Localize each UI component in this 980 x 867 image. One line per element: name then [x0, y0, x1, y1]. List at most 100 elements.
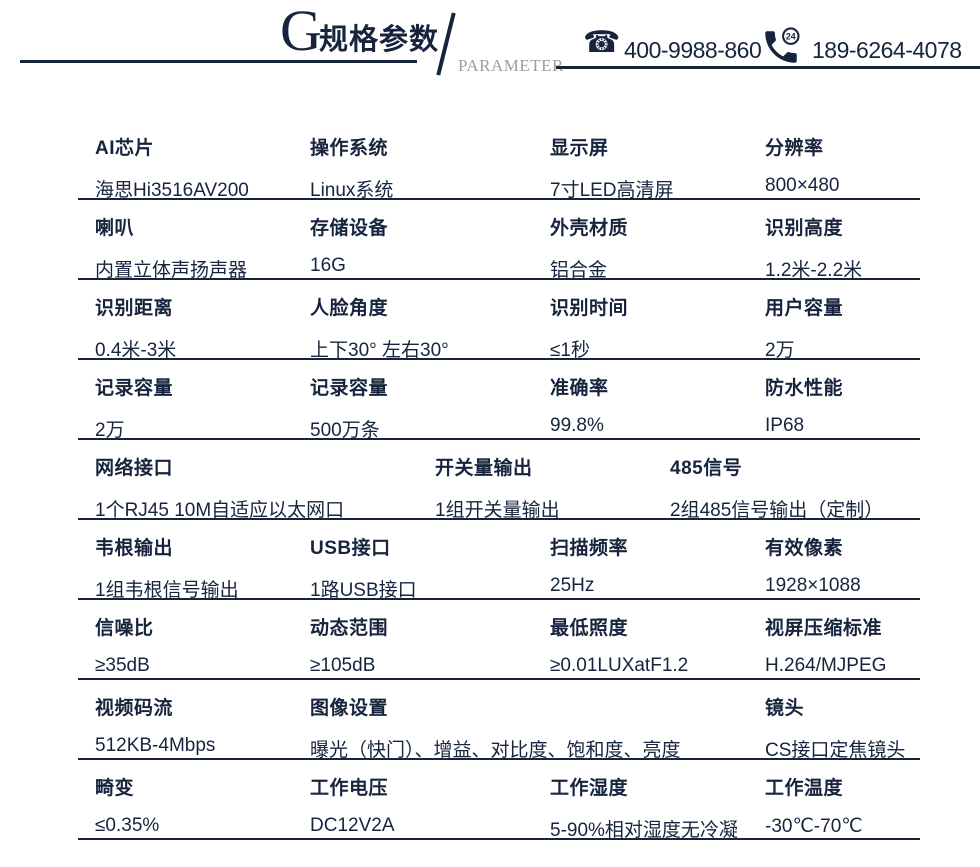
spec-cell: 工作电压 DC12V2A	[293, 773, 533, 842]
spec-label: 记录容量	[310, 378, 389, 399]
spec-cell: 网络接口 1个RJ45 10M自适应以太网口	[78, 453, 418, 522]
spec-cell: 镜头 CS接口定焦镜头	[748, 693, 920, 762]
spec-value: 1.2米-2.2米	[765, 260, 863, 281]
section-header: G 规格参数 PARAMETER ☎ 400-9988-860 24 189-6…	[0, 0, 980, 120]
spec-value: 上下30° 左右30°	[310, 340, 449, 361]
spec-value: 2万	[765, 340, 795, 361]
header-big-letter: G	[280, 0, 322, 63]
spec-value: -30℃-70℃	[765, 816, 863, 837]
spec-value: 2万	[95, 420, 125, 441]
spec-label: 防水性能	[765, 378, 844, 399]
telephone-icon: ☎	[583, 26, 621, 59]
badge-24-label: 24	[786, 31, 796, 41]
spec-cell: 视屏压缩标准 H.264/MJPEG	[748, 613, 920, 678]
spec-cell: 识别高度 1.2米-2.2米	[748, 213, 920, 282]
spec-row: AI芯片 海思Hi3516AV200 操作系统 Linux系统 显示屏 7寸LE…	[78, 120, 920, 202]
spec-label: USB接口	[310, 538, 391, 559]
spec-value: 500万条	[310, 420, 380, 441]
spec-cell: 显示屏 7寸LED高清屏	[533, 133, 748, 202]
spec-cell: 最低照度 ≥0.01LUXatF1.2	[533, 613, 748, 678]
spec-value: ≤1秒	[550, 340, 590, 361]
spec-cell: 扫描频率 25Hz	[533, 533, 748, 602]
spec-cell: 有效像素 1928×1088	[748, 533, 920, 602]
spec-label: 最低照度	[550, 618, 629, 639]
mobile-number: 189-6264-4078	[812, 37, 962, 63]
header-rule-left	[20, 60, 417, 63]
spec-label: 喇叭	[95, 218, 135, 239]
spec-label: 识别时间	[550, 298, 629, 319]
spec-label: 扫描频率	[550, 538, 629, 559]
spec-value: 99.8%	[550, 415, 604, 436]
spec-value: 内置立体声扬声器	[95, 260, 248, 281]
spec-value: 16G	[310, 255, 346, 276]
spec-cell: USB接口 1路USB接口	[293, 533, 533, 602]
header-rule-right	[556, 66, 980, 69]
spec-label: AI芯片	[95, 138, 155, 159]
spec-label: 工作湿度	[550, 778, 629, 799]
spec-cell: 记录容量 2万	[78, 373, 293, 442]
spec-value: CS接口定焦镜头	[765, 740, 906, 761]
spec-label: 显示屏	[550, 138, 609, 159]
spec-label: 记录容量	[95, 378, 174, 399]
spec-label: 用户容量	[765, 298, 844, 319]
spec-value: 25Hz	[550, 575, 595, 596]
spec-label: 网络接口	[95, 458, 174, 479]
spec-cell: 韦根输出 1组韦根信号输出	[78, 533, 293, 602]
spec-label: 畸变	[95, 778, 135, 799]
spec-cell: 工作温度 -30℃-70℃	[748, 773, 920, 842]
spec-label: 操作系统	[310, 138, 389, 159]
spec-label: 开关量输出	[435, 458, 533, 479]
spec-cell: 485信号 2组485信号输出（定制）	[653, 453, 920, 522]
spec-row: 信噪比 ≥35dB 动态范围 ≥105dB 最低照度 ≥0.01LUXatF1.…	[78, 600, 920, 680]
spec-cell: 识别距离 0.4米-3米	[78, 293, 293, 362]
spec-label: 存储设备	[310, 218, 389, 239]
spec-label: 准确率	[550, 378, 609, 399]
spec-label: 有效像素	[765, 538, 844, 559]
phone-24h-icon: 24	[760, 26, 802, 73]
spec-label: 信噪比	[95, 618, 154, 639]
spec-row: 韦根输出 1组韦根信号输出 USB接口 1路USB接口 扫描频率 25Hz 有效…	[78, 520, 920, 602]
spec-label: 动态范围	[310, 618, 389, 639]
spec-cell: 喇叭 内置立体声扬声器	[78, 213, 293, 282]
slash-divider	[436, 12, 456, 76]
spec-value: 0.4米-3米	[95, 340, 177, 361]
spec-row: 喇叭 内置立体声扬声器 存储设备 16G 外壳材质 铝合金 识别高度 1.2米-…	[78, 200, 920, 282]
spec-cell: 工作湿度 5-90%相对湿度无冷凝	[533, 773, 748, 842]
spec-value: H.264/MJPEG	[765, 655, 887, 676]
spec-value: 800×480	[765, 175, 840, 196]
spec-cell: 准确率 99.8%	[533, 373, 748, 442]
spec-value: ≥35dB	[95, 655, 150, 676]
spec-label: 识别高度	[765, 218, 844, 239]
spec-cell: 动态范围 ≥105dB	[293, 613, 533, 678]
spec-value: ≥105dB	[310, 655, 376, 676]
spec-value: IP68	[765, 415, 805, 436]
spec-label: 视屏压缩标准	[765, 618, 883, 639]
spec-value: 512KB-4Mbps	[95, 735, 216, 756]
spec-table: AI芯片 海思Hi3516AV200 操作系统 Linux系统 显示屏 7寸LE…	[78, 120, 920, 842]
spec-label: 外壳材质	[550, 218, 629, 239]
spec-row: 记录容量 2万 记录容量 500万条 准确率 99.8% 防水性能 IP68	[78, 360, 920, 442]
spec-cell: AI芯片 海思Hi3516AV200	[78, 133, 293, 202]
spec-value: 1组开关量输出	[435, 500, 560, 521]
spec-cell: 图像设置 曝光（快门）、增益、对比度、饱和度、亮度	[293, 693, 748, 762]
spec-cell: 视频码流 512KB-4Mbps	[78, 693, 293, 762]
spec-cell: 存储设备 16G	[293, 213, 533, 282]
spec-value: 海思Hi3516AV200	[95, 180, 249, 201]
spec-cell: 记录容量 500万条	[293, 373, 533, 442]
section-title: 规格参数	[319, 24, 440, 56]
spec-value: 2组485信号输出（定制）	[670, 500, 884, 521]
spec-label: 分辨率	[765, 138, 824, 159]
spec-label: 镜头	[765, 698, 805, 719]
spec-cell: 操作系统 Linux系统	[293, 133, 533, 202]
spec-cell: 信噪比 ≥35dB	[78, 613, 293, 678]
spec-label: 485信号	[670, 458, 743, 479]
spec-label: 工作电压	[310, 778, 389, 799]
spec-value: 1个RJ45 10M自适应以太网口	[95, 500, 345, 521]
spec-row: 网络接口 1个RJ45 10M自适应以太网口 开关量输出 1组开关量输出 485…	[78, 440, 920, 522]
spec-value: Linux系统	[310, 180, 394, 201]
spec-value: 1路USB接口	[310, 580, 417, 601]
hotline-number: 400-9988-860	[624, 37, 762, 63]
spec-value: 7寸LED高清屏	[550, 180, 674, 201]
spec-value: ≤0.35%	[95, 815, 160, 836]
spec-label: 识别距离	[95, 298, 174, 319]
